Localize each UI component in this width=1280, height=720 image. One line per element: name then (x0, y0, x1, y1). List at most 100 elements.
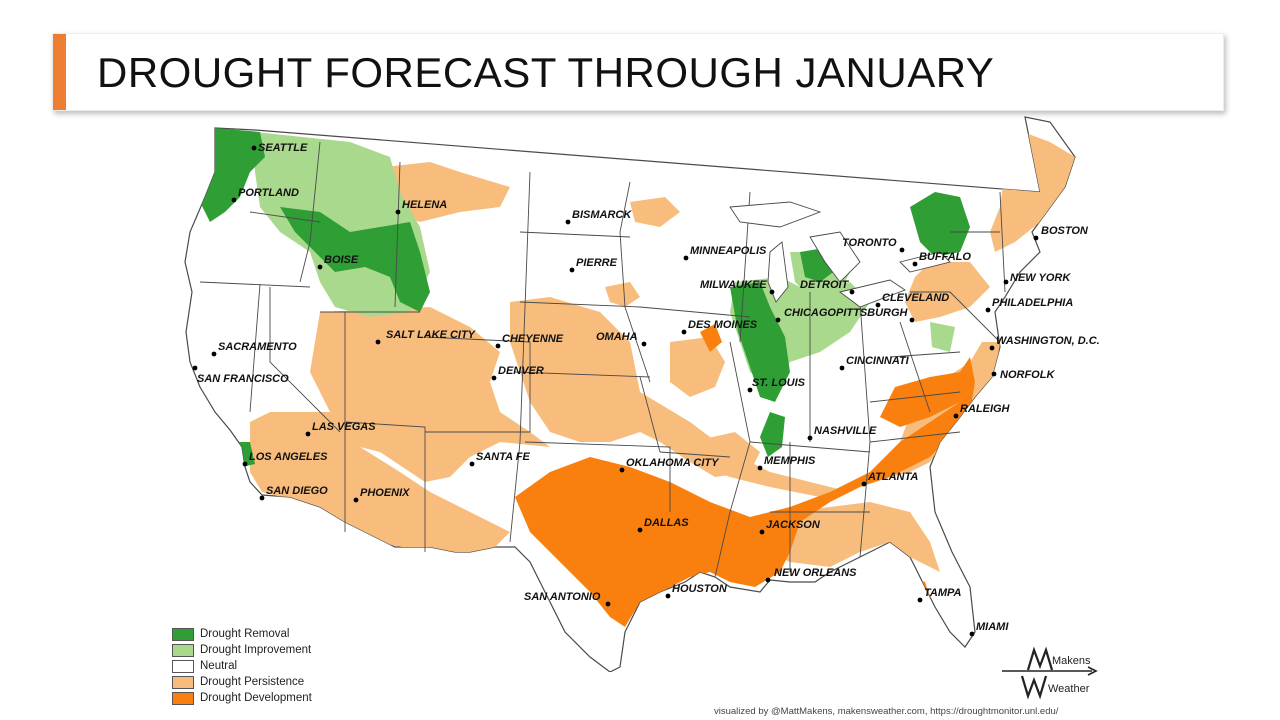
city-dot (192, 365, 198, 371)
city-label-philadelphia: PHILADELPHIA (992, 297, 1073, 309)
city-dot (861, 481, 867, 487)
city-label-portland: PORTLAND (238, 187, 299, 199)
city-label-seattle: SEATTLE (258, 142, 308, 154)
city-label-santa-fe: SANTA FE (476, 451, 530, 463)
legend-swatch (172, 675, 194, 689)
city-label-chicago: CHICAGO (784, 307, 836, 319)
city-label-cincinnati: CINCINNATI (846, 355, 910, 367)
city-dot (765, 577, 771, 583)
city-dot (375, 339, 381, 345)
city-label-phoenix: PHOENIX (360, 487, 410, 499)
city-dot (231, 197, 237, 203)
city-label-boston: BOSTON (1041, 225, 1089, 237)
city-dot (641, 341, 647, 347)
city-label-boise: BOISE (324, 254, 359, 266)
city-label-milwaukee: MILWAUKEE (700, 279, 767, 291)
city-dot (565, 219, 571, 225)
source-credit: visualized by @MattMakens, makensweather… (714, 706, 1059, 717)
legend-swatch (172, 659, 194, 673)
city-label-new-orleans: NEW ORLEANS (774, 567, 857, 579)
city-label-salt-lake-city: SALT LAKE CITY (386, 329, 477, 341)
logo-m-mark (1026, 646, 1054, 671)
city-dot (875, 302, 881, 308)
legend-label: Drought Persistence (200, 676, 305, 688)
map-legend: Drought Removal Drought Improvement Neut… (172, 626, 312, 706)
city-dot (747, 387, 753, 393)
city-label-washington-dc: WASHINGTON, D.C. (996, 335, 1100, 347)
city-dot (1003, 279, 1009, 285)
city-label-las-vegas: LAS VEGAS (312, 421, 376, 433)
city-dot (759, 529, 765, 535)
city-dot (989, 345, 995, 351)
city-label-san-francisco: SAN FRANCISCO (197, 373, 289, 385)
city-dot (305, 431, 311, 437)
city-dot (251, 145, 257, 151)
title-accent-bar (53, 34, 66, 110)
logo-w-mark (1020, 675, 1048, 700)
legend-label: Drought Development (200, 692, 312, 704)
persistence-regions (250, 127, 1075, 572)
city-dot (899, 247, 905, 253)
city-label-cheyenne: CHEYENNE (502, 333, 564, 345)
city-dot (969, 631, 975, 637)
city-dot (665, 593, 671, 599)
city-label-pierre: PIERRE (576, 257, 618, 269)
city-dot (619, 467, 625, 473)
city-dot (637, 527, 643, 533)
city-label-san-diego: SAN DIEGO (266, 485, 328, 497)
city-dot (569, 267, 575, 273)
legend-item-development: Drought Development (172, 690, 312, 706)
city-label-bismarck: BISMARCK (572, 209, 632, 221)
city-label-st-louis: ST. LOUIS (752, 377, 806, 389)
city-dot (769, 289, 775, 295)
city-dot (849, 289, 855, 295)
city-label-new-york: NEW YORK (1010, 272, 1071, 284)
city-label-san-antonio: SAN ANTONIO (524, 591, 601, 603)
city-label-norfolk: NORFOLK (1000, 369, 1055, 381)
logo-text-weather: Weather (1048, 683, 1090, 695)
city-dot (807, 435, 813, 441)
city-dot (491, 375, 497, 381)
legend-item-removal: Drought Removal (172, 626, 312, 642)
city-dot (953, 413, 959, 419)
city-label-dallas: DALLAS (644, 517, 689, 529)
city-dot (757, 465, 763, 471)
makens-weather-logo: Makens Weather (1002, 646, 1098, 700)
city-label-los-angeles: LOS ANGELES (249, 451, 328, 463)
state-borders (199, 141, 1006, 578)
page-title: DROUGHT FORECAST THROUGH JANUARY (97, 49, 995, 96)
legend-swatch (172, 643, 194, 657)
city-dot (681, 329, 687, 335)
city-label-raleigh: RALEIGH (960, 403, 1011, 415)
city-dot (917, 597, 923, 603)
legend-swatch (172, 627, 194, 641)
legend-swatch (172, 691, 194, 705)
city-dot (353, 497, 359, 503)
city-dot (775, 317, 781, 323)
city-dot (211, 351, 217, 357)
city-dot (495, 343, 501, 349)
city-label-jackson: JACKSON (766, 519, 821, 531)
drought-map: SEATTLE PORTLAND HELENA BISMARCK MINNEAP… (184, 116, 1100, 672)
city-dot (605, 601, 611, 607)
logo-text-makens: Makens (1052, 655, 1091, 667)
title-bar: DROUGHT FORECAST THROUGH JANUARY (52, 33, 1224, 111)
legend-item-improvement: Drought Improvement (172, 642, 312, 658)
city-label-toronto: TORONTO (842, 237, 897, 249)
city-label-detroit: DETROIT (800, 279, 850, 291)
legend-label: Drought Improvement (200, 644, 312, 656)
city-label-buffalo: BUFFALO (919, 251, 971, 263)
legend-item-persistence: Drought Persistence (172, 674, 312, 690)
removal-regions (200, 128, 970, 467)
city-label-helena: HELENA (402, 199, 447, 211)
city-dot (683, 255, 689, 261)
city-label-pittsburgh: PITTSBURGH (836, 307, 909, 319)
city-label-cleveland: CLEVELAND (882, 292, 949, 304)
legend-item-neutral: Neutral (172, 658, 312, 674)
city-markers: SEATTLE PORTLAND HELENA BISMARCK MINNEAP… (192, 142, 1100, 637)
city-dot (985, 307, 991, 313)
city-label-tampa: TAMPA (924, 587, 962, 599)
logo-arrow-icon (1087, 666, 1098, 676)
city-label-omaha: OMAHA (596, 331, 638, 343)
city-label-nashville: NASHVILLE (814, 425, 877, 437)
